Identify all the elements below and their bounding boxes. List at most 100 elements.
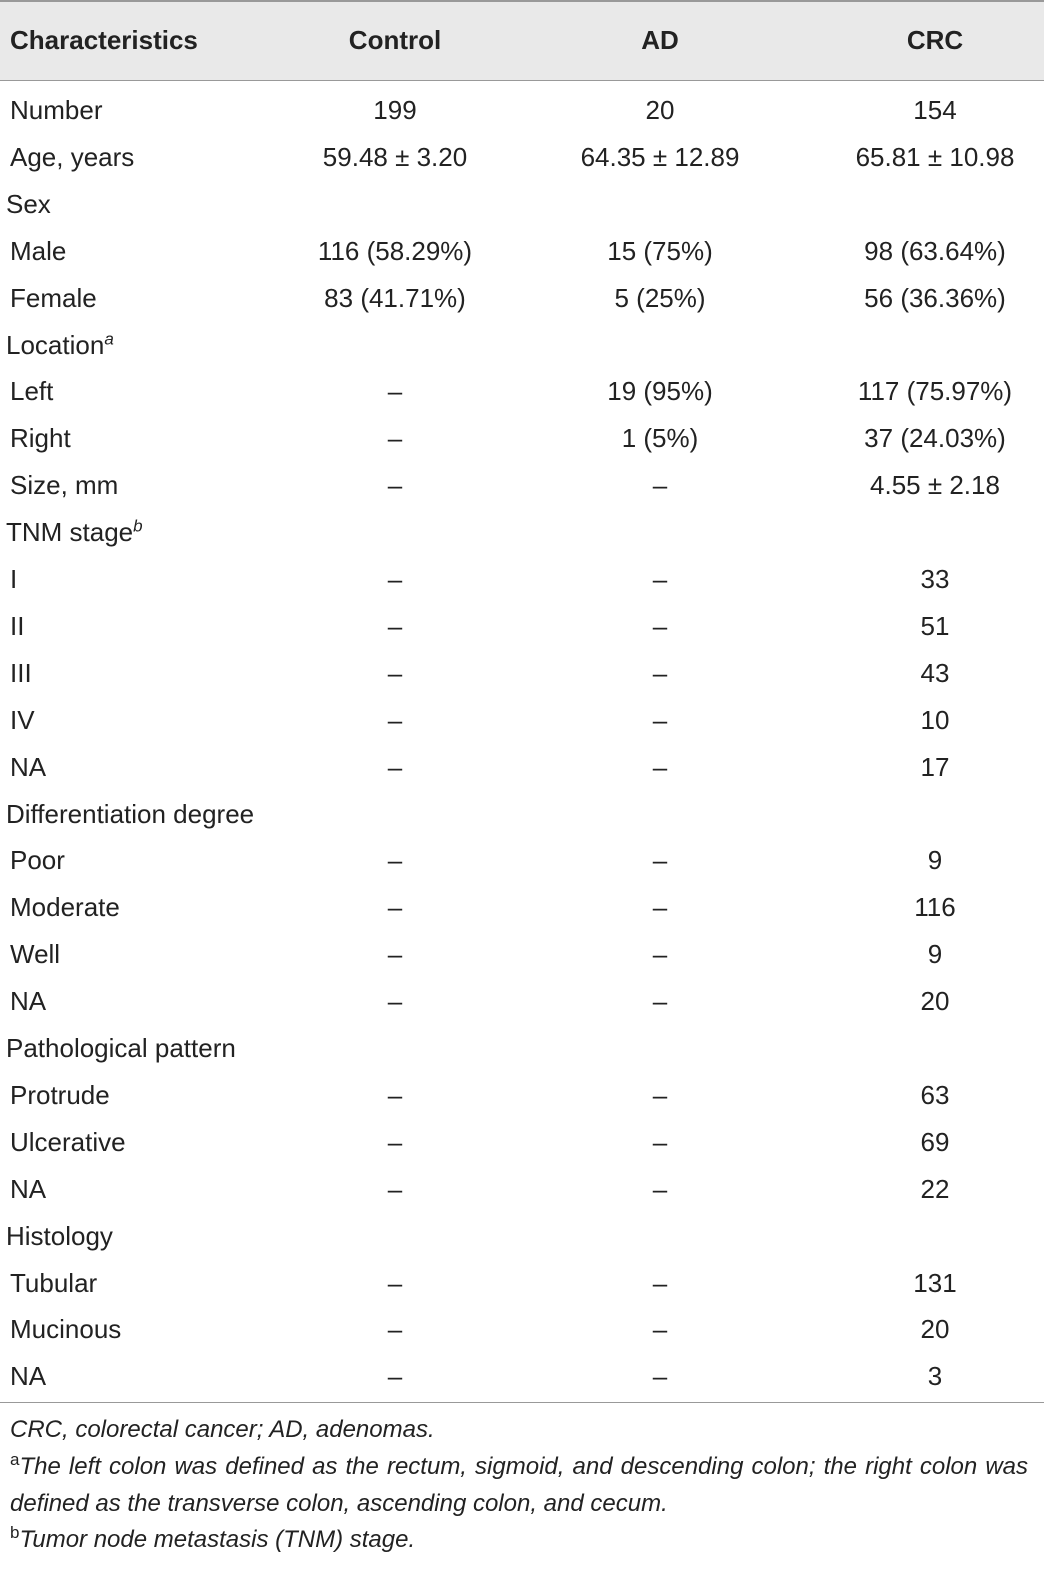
header-cell: CRC [906,25,964,55]
row-label: Well [10,939,61,970]
row-label: II [10,610,25,641]
cell: 63 [920,1079,950,1110]
bottom-rule [0,1402,1044,1404]
cell: – [387,751,403,782]
cell: 33 [920,564,950,594]
cell: – [387,939,403,970]
cell: – [652,1126,668,1157]
section-label: Locationa [6,328,114,360]
cell: – [387,1126,403,1157]
row-label: NA [10,1173,47,1204]
cell: – [387,704,403,735]
cell: 19 (95%) [607,376,713,407]
row-label: Left [10,376,54,407]
cell: 116 (58.29%) [317,235,473,266]
cell: 37 (24.03%) [864,423,1006,454]
section-label: Differentiation degree [6,798,255,829]
cell: – [652,1267,668,1298]
cell: – [387,423,403,454]
cell: 9 [927,845,943,876]
cell: – [387,470,403,501]
cell: 98 (63.64%) [864,235,1006,266]
row-label: Size, mm [10,470,119,501]
row-label: Tubular [10,1267,98,1298]
row-label: Ulcerative [10,1126,126,1157]
cell: 9 [927,939,943,970]
cell: – [652,704,668,735]
cell: – [652,1173,668,1204]
cell: – [652,986,668,1017]
cell: – [652,751,668,782]
cell: 65.81 ± 10.98 [855,141,1015,172]
section-label: Sex [6,188,51,219]
cell: – [387,1361,403,1392]
row-label: Mucinous [10,1314,122,1345]
footnote-marker: a [10,1450,20,1470]
row-label: Number [10,95,103,125]
row-label: III [10,657,32,688]
cell: 3 [927,1361,943,1392]
cell: – [387,657,403,688]
cell: – [652,1079,668,1110]
row-label: Poor [10,845,65,876]
cell: – [652,470,668,501]
cell: 22 [920,1173,950,1204]
cell: 4.55 ± 2.18 [870,470,1000,501]
section-label: Pathological pattern [6,1033,236,1063]
cell: – [652,1361,668,1392]
cell: – [652,939,668,970]
cell: 56 (36.36%) [864,282,1006,313]
cell: 17 [920,751,950,782]
footnote: CRC, colorectal cancer; AD, adenomas. [10,1412,1028,1449]
row-label: Female [10,282,97,313]
cell: 83 (41.71%) [324,282,466,313]
cell: 10 [920,704,950,735]
cell: – [387,845,403,876]
cell: – [652,845,668,876]
cell: – [387,610,403,641]
cell: 51 [920,610,950,641]
cell: – [652,892,668,923]
cell: 64.35 ± 12.89 [580,141,740,172]
cell: 5 (25%) [614,282,706,313]
footnote-marker: b [10,1523,20,1543]
cell: – [387,892,403,923]
row-label: Male [10,235,67,266]
cell: 43 [920,657,950,688]
cell: – [387,1314,403,1345]
cell: – [652,564,668,594]
cell: – [387,986,403,1017]
cell: 154 [913,95,957,125]
header-cell: Control [348,25,442,55]
section-label: TNM stageb [6,516,143,548]
cell: 117 (75.97%) [857,376,1013,407]
cell: – [652,610,668,641]
header-cell: Characteristics [10,25,198,55]
superscript: a [104,328,114,348]
cell: – [387,1267,403,1298]
footnote-text: CRC, colorectal cancer; AD, adenomas. [10,1416,435,1444]
cell: 15 (75%) [607,235,713,266]
row-label: Moderate [10,892,120,923]
cell: 20 [920,986,950,1017]
cell: 20 [645,95,675,125]
row-label: NA [10,986,47,1017]
cell: – [652,1314,668,1345]
cell: 20 [920,1314,950,1345]
row-label: Protrude [10,1079,110,1110]
footnote: bTumor node metastasis (TNM) stage. [10,1522,1028,1559]
row-label: NA [10,1361,47,1392]
cell: – [387,376,403,407]
row-label: Right [10,423,71,454]
footnote-text: The left colon was defined as the rectum… [10,1453,1028,1517]
cell: 116 [914,892,956,923]
cell: – [652,657,668,688]
cell: 1 (5%) [621,423,699,454]
cell: 59.48 ± 3.20 [322,141,468,172]
header-band [0,0,1044,80]
row-label: Age, years [10,141,135,172]
superscript: b [133,516,143,536]
row-label: NA [10,751,47,782]
row-label: IV [10,704,35,735]
header-cell: AD [641,25,679,55]
